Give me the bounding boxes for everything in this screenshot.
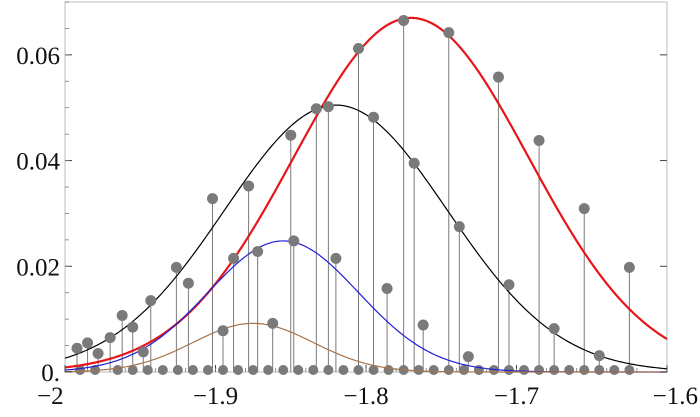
data-point-15: [267, 317, 279, 329]
stems: [76, 20, 630, 372]
baseline-point-4: [142, 365, 153, 375]
baseline-point-2: [112, 365, 123, 375]
data-point-12: [228, 252, 240, 264]
x-tick-label-4: −1.6: [653, 383, 698, 410]
data-point-33: [548, 323, 560, 335]
baseline-point-5: [157, 365, 168, 375]
data-point-28: [453, 221, 465, 233]
data-point-20: [330, 252, 342, 264]
data-point-14: [252, 245, 264, 257]
baseline-point-0: [75, 365, 86, 375]
data-point-25: [408, 157, 420, 169]
data-point-34: [578, 203, 590, 215]
data-point-23: [381, 282, 393, 294]
data-points: [71, 15, 635, 363]
data-point-35: [593, 350, 605, 362]
baseline-point-33: [579, 365, 590, 375]
baseline-point-12: [263, 365, 274, 375]
data-point-0: [71, 342, 83, 354]
data-point-11: [217, 325, 229, 337]
data-point-32: [533, 134, 545, 146]
data-point-17: [288, 235, 300, 247]
x-axis: −2 −1.9 −1.8 −1.7 −1.6: [37, 365, 698, 410]
baseline-point-7: [187, 365, 198, 375]
baseline-point-14: [293, 365, 304, 375]
data-point-19: [322, 101, 334, 113]
fit-curves: [64, 16, 668, 373]
data-point-27: [443, 27, 455, 39]
fit-curve-0: [64, 16, 668, 369]
x-tick-label-3: −1.7: [494, 383, 539, 410]
baseline-point-23: [428, 365, 439, 375]
data-point-22: [368, 111, 380, 123]
y-tick-label-1: 0.02: [16, 254, 60, 281]
baseline-markers: [75, 365, 635, 375]
data-point-16: [285, 129, 297, 141]
baseline-point-11: [248, 365, 259, 375]
baseline-point-13: [278, 365, 289, 375]
fit-curve-2: [64, 240, 667, 373]
data-point-6: [137, 346, 149, 358]
data-point-5: [127, 321, 139, 333]
baseline-point-29: [519, 365, 530, 375]
baseline-point-15: [308, 365, 319, 375]
baseline-point-36: [624, 365, 635, 375]
data-point-18: [310, 103, 322, 115]
baseline-point-8: [202, 365, 213, 375]
data-point-10: [206, 193, 218, 205]
x-tick-label-1: −1.9: [193, 383, 238, 410]
baseline-point-16: [323, 365, 334, 375]
baseline-point-19: [368, 365, 379, 375]
data-point-7: [145, 295, 157, 307]
baseline-point-6: [172, 365, 183, 375]
data-point-31: [503, 279, 515, 291]
data-point-26: [417, 319, 429, 331]
data-point-2: [92, 348, 104, 359]
y-tick-label-0: 0.: [41, 360, 60, 387]
fit-curve-3: [64, 322, 667, 373]
baseline-point-30: [534, 365, 545, 375]
plot-frame: [64, 1, 668, 373]
baseline-point-31: [549, 365, 560, 375]
baseline-point-3: [127, 365, 138, 375]
data-point-36: [623, 261, 635, 273]
fit-curve-1: [64, 104, 668, 370]
x-tick-label-2: −1.8: [343, 383, 388, 410]
baseline-point-18: [353, 365, 364, 375]
baseline-point-25: [458, 365, 469, 375]
data-point-29: [462, 351, 474, 363]
baseline-point-10: [233, 365, 244, 375]
baseline-point-34: [594, 365, 605, 375]
data-point-13: [243, 180, 255, 192]
data-point-4: [116, 309, 128, 321]
baseline-point-20: [383, 365, 394, 375]
baseline-point-24: [443, 365, 454, 375]
data-point-8: [170, 261, 182, 273]
baseline-point-22: [413, 365, 424, 375]
data-point-24: [398, 15, 410, 26]
data-point-21: [352, 43, 364, 55]
y-tick-label-3: 0.06: [16, 43, 60, 70]
baseline-point-17: [338, 365, 349, 375]
baseline-point-9: [218, 365, 229, 375]
baseline-point-32: [564, 365, 575, 375]
y-axis: 0. 0.02 0.04 0.06: [16, 1, 667, 387]
data-point-9: [182, 277, 194, 289]
data-point-30: [492, 71, 504, 83]
baseline-point-35: [609, 365, 620, 375]
data-point-1: [82, 337, 94, 349]
x-tick-label-0: −2: [37, 383, 64, 410]
data-point-3: [104, 332, 116, 344]
y-tick-label-2: 0.04: [16, 149, 60, 176]
